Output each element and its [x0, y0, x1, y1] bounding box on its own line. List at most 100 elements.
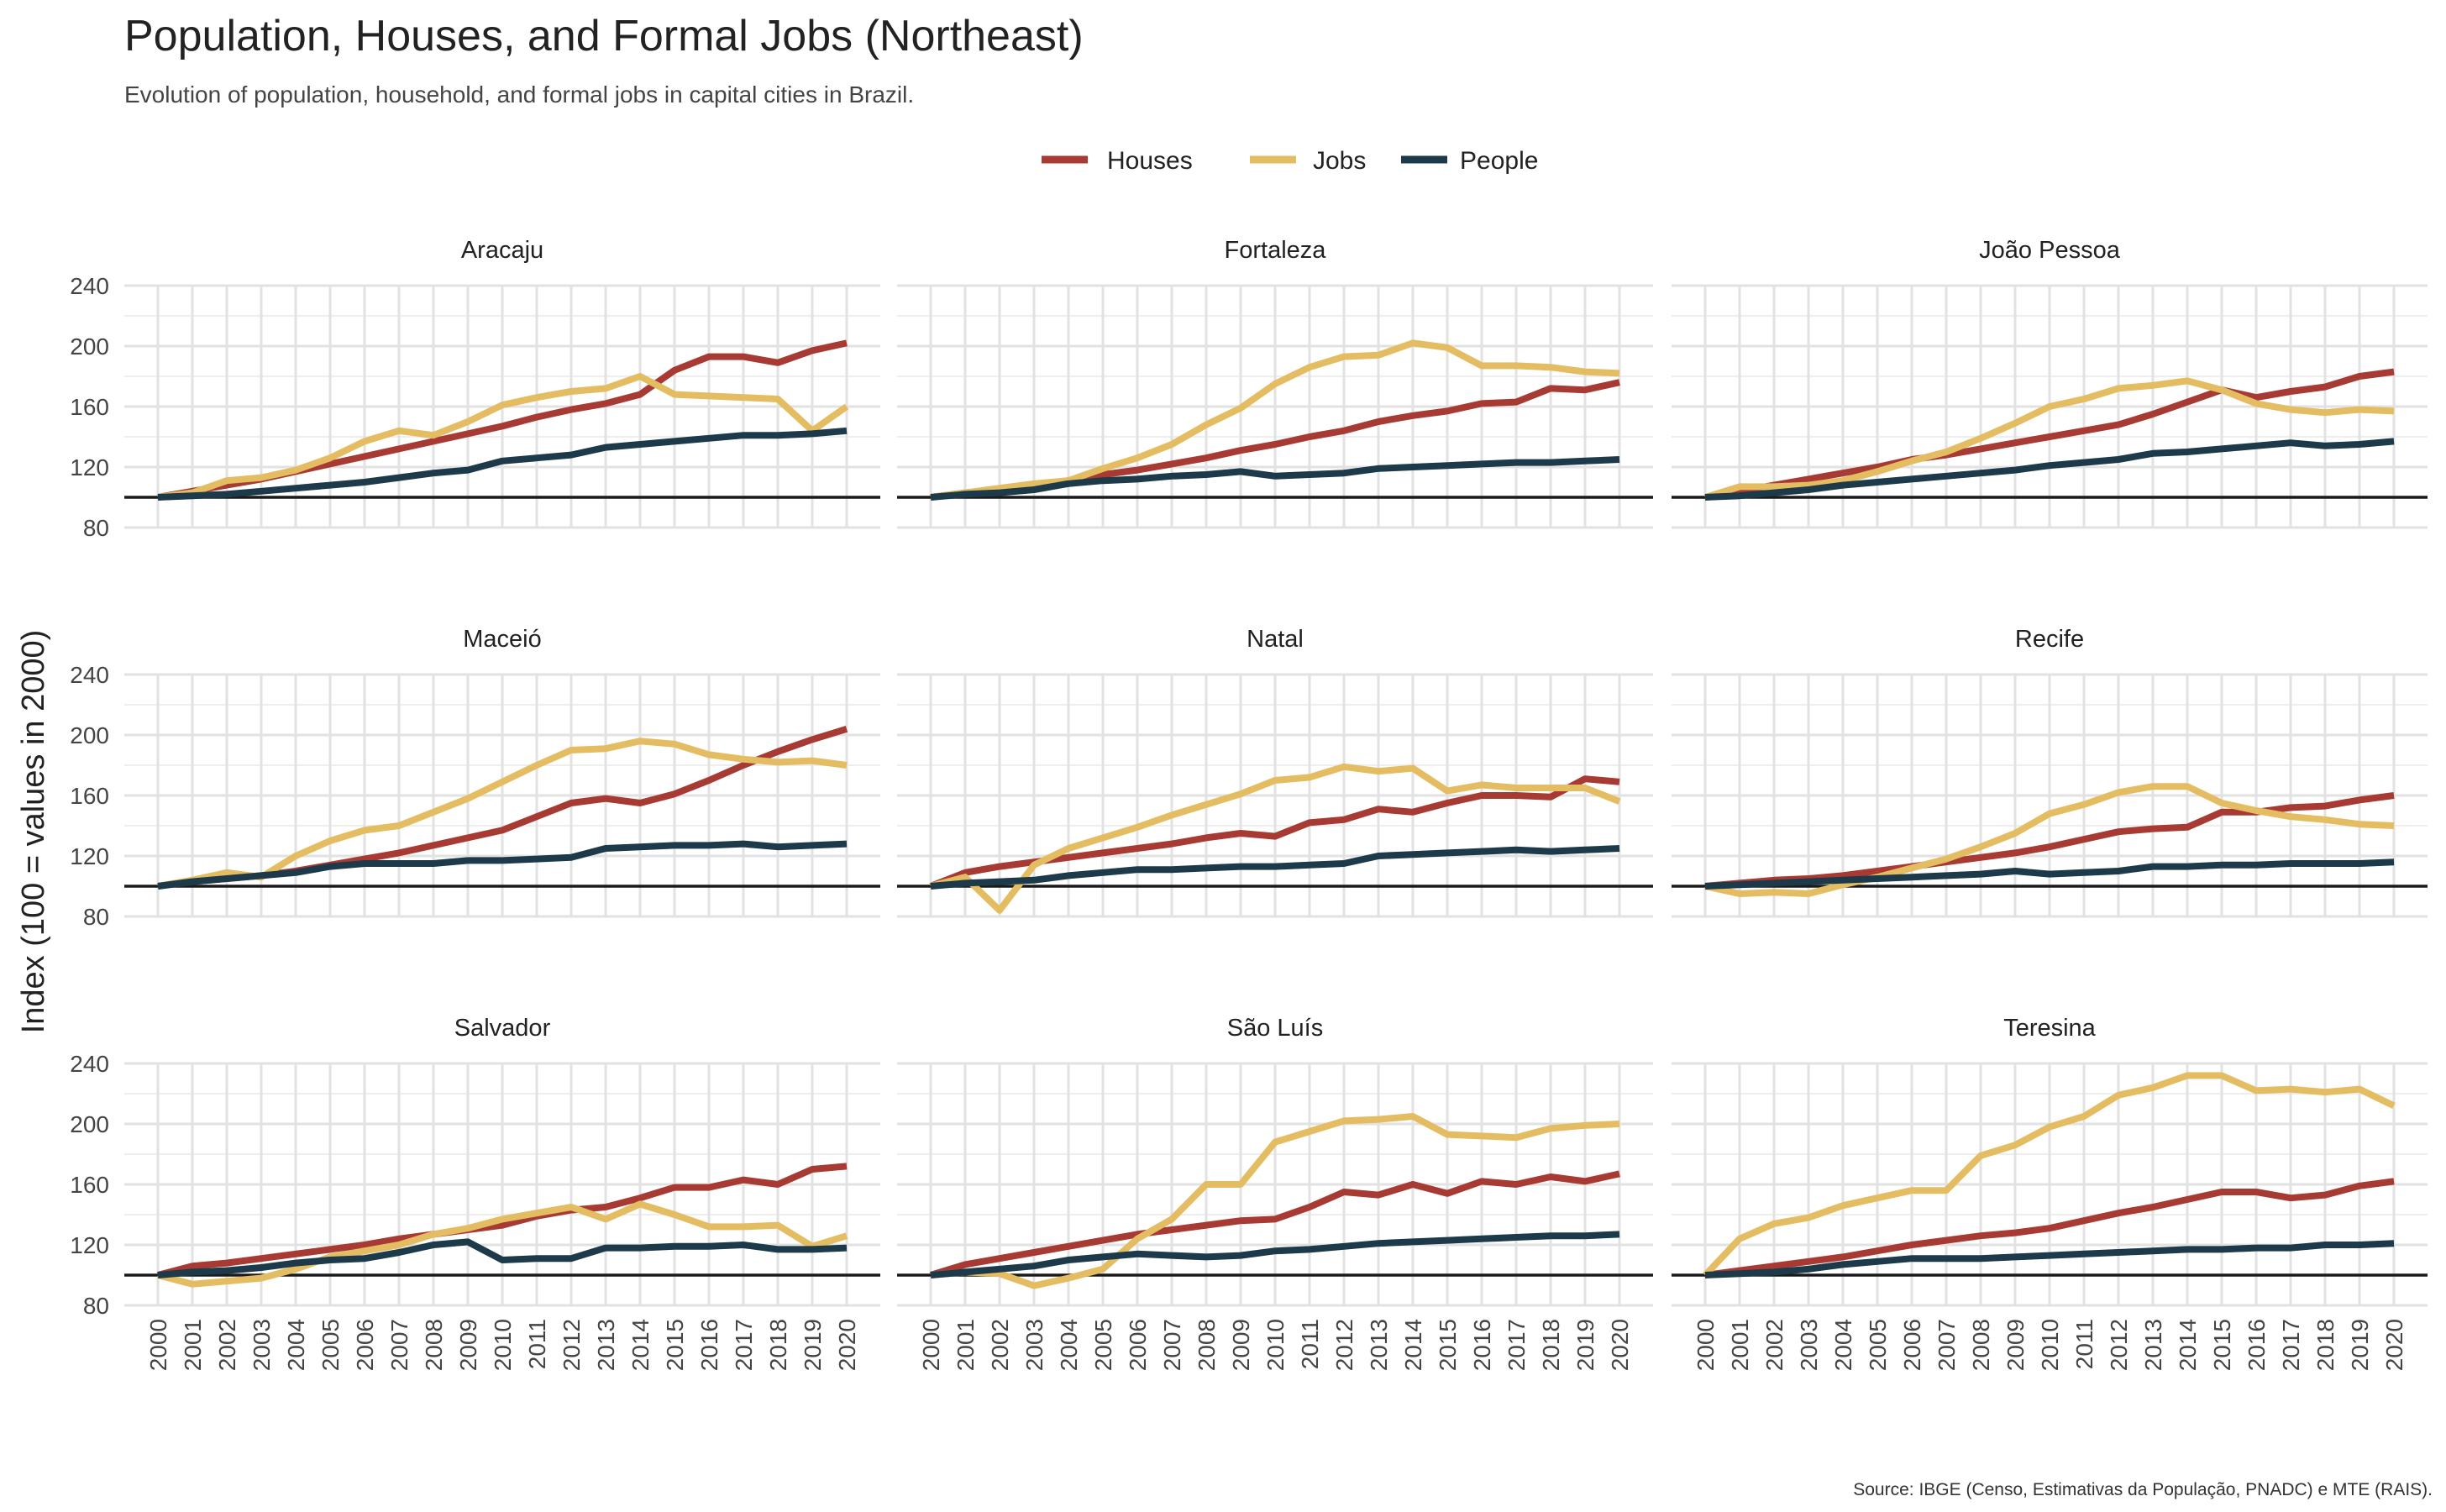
series-line-jobs: [156, 1200, 848, 1288]
x-tick-label: 2001: [1727, 1319, 1753, 1371]
y-tick-label: 200: [70, 1111, 109, 1137]
x-tick-label: 2020: [834, 1319, 860, 1371]
y-axis-label: Index (100 = values in 2000): [16, 630, 51, 1034]
x-tick-label: 2013: [593, 1319, 619, 1371]
series-line-people: [1704, 1240, 2395, 1278]
x-tick-label: 2013: [2140, 1319, 2166, 1371]
x-tick-label: 2008: [421, 1319, 447, 1371]
x-tick-label: 2015: [2209, 1319, 2235, 1371]
panel-title: São Luís: [1227, 1015, 1323, 1042]
x-tick-label: 2003: [1796, 1319, 1822, 1371]
x-tick-label: 2010: [2037, 1319, 2063, 1371]
panel-title: Teresina: [2003, 1015, 2096, 1042]
x-tick-label: 2007: [1159, 1319, 1185, 1371]
panel-recife: Recife: [1672, 626, 2428, 918]
legend-label-houses: Houses: [1107, 147, 1193, 175]
legend-label-jobs: Jobs: [1313, 147, 1366, 175]
x-tick-label: 2003: [1021, 1319, 1047, 1371]
panel-fortaleza: Fortaleza: [897, 237, 1653, 529]
x-tick-label: 2019: [800, 1319, 826, 1371]
x-tick-label: 2006: [1899, 1319, 1925, 1371]
y-tick-label: 120: [70, 1232, 109, 1258]
series-line-people: [930, 456, 1620, 501]
panel-joao-pessoa: João Pessoa: [1672, 237, 2428, 529]
chart-title: Population, Houses, and Formal Jobs (Nor…: [124, 12, 1084, 60]
x-tick-label: 2010: [490, 1319, 516, 1371]
x-tick-label: 2014: [627, 1319, 653, 1371]
series-line-jobs: [1703, 377, 2395, 501]
x-tick-label: 2001: [953, 1319, 979, 1371]
x-tick-label: 2012: [1331, 1319, 1357, 1371]
y-tick-label: 160: [70, 1172, 109, 1198]
x-tick-label: 2002: [214, 1319, 240, 1371]
series-line-people: [157, 840, 848, 890]
panel-aracaju: Aracaju 80 120 160 200 240: [70, 237, 880, 541]
x-tick-label: 2006: [1125, 1319, 1151, 1371]
x-tick-label: 2013: [1366, 1319, 1392, 1371]
x-tick-label: 2019: [2347, 1319, 2373, 1371]
y-tick-label: 120: [70, 454, 109, 480]
y-tick-label: 120: [70, 843, 109, 869]
x-tick-label: 2009: [455, 1319, 481, 1371]
series-line-jobs: [930, 339, 1620, 501]
x-tick-label: 2017: [2278, 1319, 2304, 1371]
series-line-people: [157, 1238, 848, 1278]
x-tick-label: 2000: [918, 1319, 944, 1371]
panel-natal: Natal: [897, 626, 1653, 918]
x-tick-label: 2000: [145, 1319, 171, 1371]
x-tick-label: 2014: [2175, 1319, 2201, 1371]
series-line-houses: [1704, 792, 2395, 890]
x-tick-label: 2018: [1538, 1319, 1564, 1371]
x-tick-label: 2019: [1572, 1319, 1598, 1371]
x-tick-label: 2009: [2002, 1319, 2029, 1371]
x-tick-label: 2018: [765, 1319, 791, 1371]
x-tick-label: 2009: [1228, 1319, 1254, 1371]
series-line-houses: [1704, 368, 2395, 501]
series-line-jobs: [157, 738, 848, 890]
panel-title: Natal: [1247, 626, 1304, 653]
series-line-jobs: [929, 763, 1621, 914]
x-tick-label: 2010: [1262, 1319, 1289, 1371]
x-tick-label: 2012: [2106, 1319, 2132, 1371]
y-tick-label: 240: [70, 1051, 109, 1077]
x-tick-label: 2016: [1469, 1319, 1495, 1371]
panel-sao-luis: São Luís 2000 2001 2002 2003 2004 2005 2006 2007…: [897, 1015, 1653, 1371]
y-tick-label: 200: [70, 333, 109, 360]
x-tick-label: 2004: [1830, 1319, 1856, 1371]
series-line-people: [157, 427, 848, 501]
x-tick-label: 2004: [283, 1319, 309, 1371]
facet-panels: Aracaju 80 120 160 200 240 Fortaleza João Pesso…: [70, 237, 2428, 1371]
x-tick-label: 2000: [1693, 1319, 1719, 1371]
x-tick-label: 2003: [249, 1319, 275, 1371]
series-line-jobs: [1703, 1072, 2396, 1278]
series-line-houses: [929, 1170, 1620, 1278]
chart-subtitle: Evolution of population, household, and …: [124, 81, 914, 108]
panel-maceio: Maceió 80 120 160 200 240: [70, 626, 880, 930]
panel-title: Aracaju: [461, 237, 543, 264]
x-tick-label: 2001: [180, 1319, 206, 1371]
x-tick-label: 2017: [731, 1319, 757, 1371]
y-tick-label: 240: [70, 662, 109, 688]
series-line-jobs: [930, 1113, 1620, 1289]
y-tick-label: 240: [70, 273, 109, 299]
legend-label-people: People: [1460, 147, 1538, 175]
panel-title: Fortaleza: [1225, 237, 1327, 264]
x-tick-label: 2020: [1607, 1319, 1633, 1371]
x-tick-label: 2002: [987, 1319, 1013, 1371]
y-tick-label: 80: [83, 1293, 109, 1319]
panel-title: Maceió: [463, 626, 542, 653]
series-line-jobs: [1704, 783, 2395, 897]
x-tick-label: 2015: [1435, 1319, 1461, 1371]
x-tick-label: 2005: [1090, 1319, 1116, 1371]
panel-salvador: Salvador 80 120 160 200 240 2000 2001 2002 2003 20…: [70, 1015, 880, 1371]
panel-teresina: Teresina 2000 2001 2002 2003 2004 2005 2006 2007…: [1672, 1015, 2428, 1371]
x-tick-label: 2015: [662, 1319, 688, 1371]
x-tick-label: 2005: [318, 1319, 344, 1371]
series-line-people: [930, 1231, 1620, 1278]
x-tick-label: 2008: [1194, 1319, 1220, 1371]
legend: Houses Jobs People: [1042, 147, 1538, 175]
series-line-houses: [156, 1163, 848, 1278]
series-line-people: [1704, 438, 2395, 501]
series-line-jobs: [157, 373, 849, 501]
